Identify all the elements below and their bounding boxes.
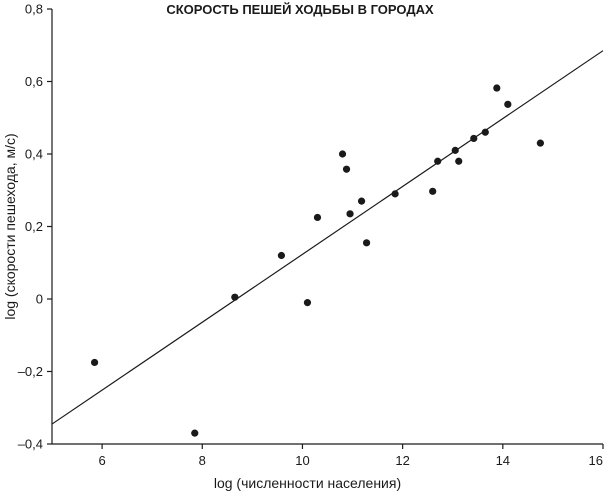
x-tick-label: 6 xyxy=(98,453,105,468)
data-point xyxy=(504,100,512,108)
data-point xyxy=(357,197,366,205)
y-ticks: –0,4 –0,2 0 0,2 0,4 0,6 0,8 xyxy=(18,2,52,452)
data-point xyxy=(481,128,489,136)
data-point xyxy=(191,429,199,437)
trend-line xyxy=(51,50,604,425)
data-point xyxy=(277,251,286,260)
y-tick-label: 0,8 xyxy=(25,2,43,17)
data-point xyxy=(303,299,312,307)
y-tick-label: –0,2 xyxy=(18,364,43,379)
x-tick-label: 16 xyxy=(589,453,603,468)
x-tick-label: 12 xyxy=(395,453,409,468)
data-point xyxy=(338,150,347,158)
data-point xyxy=(493,84,501,92)
data-point xyxy=(231,293,239,301)
y-tick-label: 0,4 xyxy=(25,147,43,162)
data-point xyxy=(346,210,354,218)
y-tick-label: 0,2 xyxy=(25,219,43,234)
x-tick-label: 14 xyxy=(496,453,510,468)
axes xyxy=(51,9,603,445)
x-ticks: 6 8 10 12 14 16 xyxy=(98,444,604,468)
y-axis-label: log (скорости пешехода, м/с) xyxy=(2,133,18,319)
data-point xyxy=(362,239,371,247)
data-point xyxy=(451,146,459,154)
data-point xyxy=(434,157,442,165)
x-axis-label: log (численности населения) xyxy=(214,475,401,491)
y-tick-label: 0 xyxy=(36,292,43,307)
y-tick-label: 0,6 xyxy=(25,74,43,89)
data-point xyxy=(313,213,322,222)
x-tick-label: 10 xyxy=(295,453,309,468)
data-point xyxy=(90,358,99,367)
y-tick-label: –0,4 xyxy=(18,437,43,452)
data-points xyxy=(90,84,544,437)
data-point xyxy=(342,165,351,173)
data-point xyxy=(470,134,478,143)
chart-title: СКОРОСТЬ ПЕШЕЙ ХОДЬБЫ В ГОРОДАХ xyxy=(166,2,434,17)
data-point xyxy=(455,157,463,165)
x-tick-label: 8 xyxy=(199,453,206,468)
data-point xyxy=(536,139,544,147)
data-point xyxy=(429,187,437,195)
data-point xyxy=(391,190,399,198)
